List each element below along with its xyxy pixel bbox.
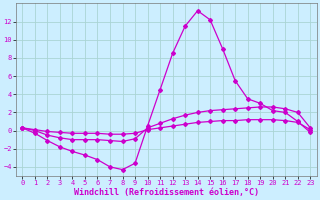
X-axis label: Windchill (Refroidissement éolien,°C): Windchill (Refroidissement éolien,°C) [74,188,259,197]
